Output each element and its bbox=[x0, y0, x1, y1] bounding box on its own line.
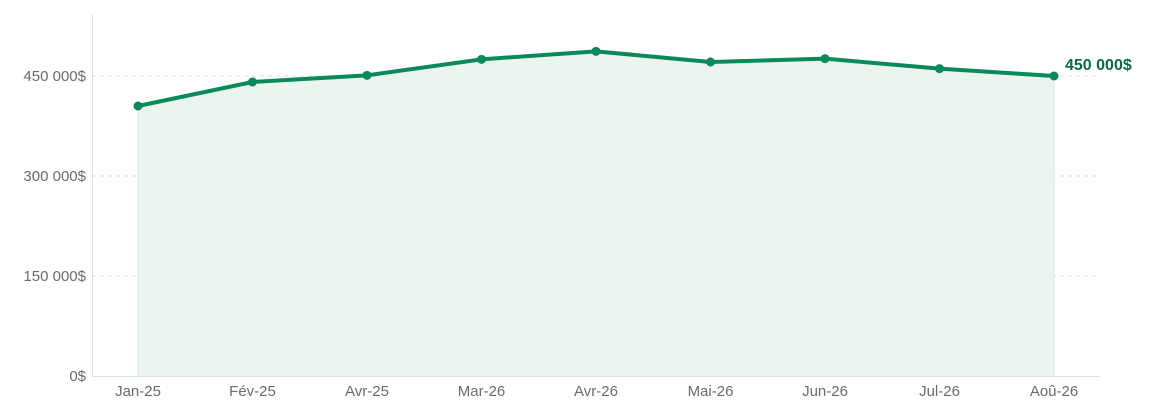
area-fill bbox=[138, 51, 1054, 376]
data-point bbox=[591, 46, 601, 56]
y-tick-label: 0$ bbox=[69, 368, 86, 385]
y-tick-labels: 0$ 150 000$ 300 000$ 450 000$ bbox=[23, 68, 86, 385]
area-fill-layer bbox=[137, 51, 1055, 376]
x-tick-label: Mai-26 bbox=[688, 383, 734, 400]
x-tick-label: Avr-26 bbox=[574, 383, 618, 400]
data-point bbox=[935, 64, 944, 74]
x-tick-label: Aoû-26 bbox=[1030, 383, 1078, 400]
end-value-label: 450 000$ bbox=[1065, 57, 1132, 74]
x-tick-labels: Jan-25 Fév-25 Avr-25 Mar-26 Avr-26 Mai-26 Jun-… bbox=[115, 383, 1078, 400]
x-tick-label: Jun-26 bbox=[802, 383, 848, 400]
data-point bbox=[820, 54, 830, 64]
data-point bbox=[706, 57, 715, 67]
x-tick-label: Mar-26 bbox=[458, 383, 506, 400]
x-tick-label: Fév-25 bbox=[229, 383, 276, 400]
x-tick-label: Jul-26 bbox=[919, 383, 960, 400]
data-point bbox=[477, 54, 486, 64]
y-tick-label: 450 000$ bbox=[23, 68, 86, 85]
data-point bbox=[1049, 71, 1059, 81]
data-point bbox=[133, 101, 143, 111]
axes bbox=[92, 14, 1100, 377]
y-tick-label: 300 000$ bbox=[23, 168, 86, 185]
y-tick-label: 150 000$ bbox=[23, 268, 86, 285]
x-tick-label: Jan-25 bbox=[115, 383, 161, 400]
data-point bbox=[248, 77, 257, 87]
data-point bbox=[362, 70, 372, 80]
points-layer bbox=[133, 46, 1059, 111]
x-tick-label: Avr-25 bbox=[345, 383, 389, 400]
